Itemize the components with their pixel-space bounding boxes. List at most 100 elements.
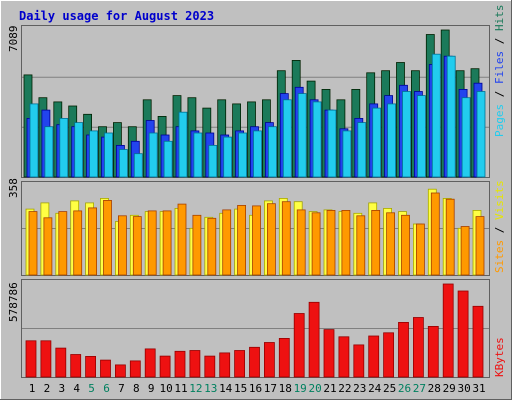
top-bar-pages-17 <box>267 126 277 178</box>
bottom-bar-kbytes-3 <box>55 347 67 378</box>
x-label-27: 27 <box>413 382 426 395</box>
middle-bar-sites-10 <box>162 210 172 276</box>
bottom-bar-kbytes-31 <box>472 305 484 378</box>
legend-sep-1: / <box>493 84 506 104</box>
top-bar-pages-30 <box>461 97 471 178</box>
x-label-17: 17 <box>264 382 277 395</box>
middle-bar-sites-30 <box>460 226 470 276</box>
x-label-11: 11 <box>174 382 187 395</box>
middle-bar-sites-13 <box>207 217 217 276</box>
x-label-12: 12 <box>189 382 202 395</box>
top-bar-pages-18 <box>282 99 292 178</box>
middle-bar-sites-14 <box>222 209 232 276</box>
bottom-bar-kbytes-26 <box>398 321 409 378</box>
bottom-bar-kbytes-6 <box>100 359 111 378</box>
middle-bar-sites-11 <box>177 203 187 276</box>
x-label-1: 1 <box>29 382 36 395</box>
bottom-bar-kbytes-2 <box>40 340 52 378</box>
chart-title: Daily usage for August 2023 <box>19 9 214 23</box>
bottom-bar-kbytes-17 <box>263 342 275 378</box>
middle-bar-sites-16 <box>252 205 261 276</box>
x-label-21: 21 <box>323 382 336 395</box>
middle-bar-sites-7 <box>118 215 127 276</box>
x-label-20: 20 <box>308 382 321 395</box>
x-axis-labels: 1 2 3 4 5 6 7 8 9 10 11 12 13 14 15 16 17 18 19 20 21 22 23 24 2… <box>29 382 486 395</box>
top-bar-pages-28 <box>431 53 441 178</box>
bottom-bar-kbytes-24 <box>368 335 380 378</box>
bottom-bar-kbytes-19 <box>293 313 305 378</box>
middle-bar-sites-5 <box>88 207 97 276</box>
top-bar-pages-24 <box>372 107 382 178</box>
x-label-26: 26 <box>398 382 411 395</box>
legend-pages: Pages <box>493 104 506 137</box>
middle-bar-sites-1 <box>28 211 38 276</box>
x-label-15: 15 <box>234 382 247 395</box>
legend-visits: Visits <box>493 180 506 220</box>
x-label-19: 19 <box>294 382 307 395</box>
top-panel-bars <box>23 29 486 178</box>
top-bar-pages-29 <box>446 55 456 178</box>
bottom-bar-kbytes-4 <box>70 354 82 378</box>
x-label-7: 7 <box>118 382 125 395</box>
middle-bar-sites-15 <box>237 204 247 276</box>
top-bar-pages-4 <box>74 122 84 178</box>
x-label-6: 6 <box>103 382 110 395</box>
legend-sites: Sites <box>493 240 506 273</box>
bottom-bar-kbytes-7 <box>115 364 126 378</box>
top-bar-pages-6 <box>104 132 113 178</box>
bottom-bar-kbytes-21 <box>323 329 335 378</box>
x-label-18: 18 <box>279 382 292 395</box>
bottom-panel-bars <box>25 283 484 378</box>
top-bar-pages-14 <box>223 136 233 178</box>
bottom-bar-kbytes-14 <box>219 352 231 378</box>
middle-bar-sites-22 <box>341 209 351 276</box>
bottom-bar-kbytes-5 <box>85 355 96 378</box>
bottom-bar-kbytes-29 <box>442 283 454 378</box>
bottom-bar-kbytes-25 <box>383 332 395 378</box>
bottom-bar-kbytes-20 <box>308 301 320 378</box>
bottom-ymax-label: 578786 <box>7 282 20 322</box>
panel-bottom-frame <box>21 279 490 378</box>
x-label-9: 9 <box>148 382 155 395</box>
middle-bar-sites-17 <box>266 203 276 276</box>
x-label-4: 4 <box>73 382 80 395</box>
bottom-bar-kbytes-27 <box>412 317 424 378</box>
bottom-bar-kbytes-9 <box>144 348 156 378</box>
top-bar-pages-3 <box>59 118 69 178</box>
top-bar-pages-19 <box>297 93 307 178</box>
legend-bottom: KBytes <box>493 337 506 377</box>
middle-bar-sites-24 <box>371 209 381 276</box>
top-bar-pages-20 <box>312 101 322 178</box>
x-label-22: 22 <box>338 382 351 395</box>
x-label-28: 28 <box>428 382 441 395</box>
bottom-bar-kbytes-15 <box>234 350 246 378</box>
middle-bar-sites-29 <box>445 198 455 276</box>
bottom-bar-kbytes-28 <box>427 325 439 378</box>
x-label-31: 31 <box>472 382 485 395</box>
bottom-bar-kbytes-16 <box>249 346 260 378</box>
bottom-bar-kbytes-10 <box>159 355 171 378</box>
bottom-bar-kbytes-23 <box>353 344 365 378</box>
bottom-bar-kbytes-11 <box>174 350 186 378</box>
top-ymax-label: 7089 <box>7 26 20 53</box>
x-label-2: 2 <box>44 382 51 395</box>
top-bar-pages-12 <box>193 132 203 178</box>
middle-bar-sites-8 <box>132 216 142 276</box>
bottom-bar-kbytes-13 <box>204 355 216 378</box>
top-bar-pages-2 <box>44 126 54 178</box>
bottom-bar-kbytes-8 <box>129 360 141 378</box>
legend-middle: Sites / Visits <box>493 180 506 273</box>
top-bar-pages-25 <box>387 103 397 178</box>
top-bar-pages-31 <box>476 91 486 178</box>
middle-bar-sites-25 <box>386 212 396 276</box>
top-bar-pages-8 <box>133 153 143 178</box>
legend-files: Files <box>493 51 506 84</box>
middle-bar-sites-4 <box>73 210 83 276</box>
legend-hits: Hits <box>493 5 506 32</box>
x-label-25: 25 <box>383 382 396 395</box>
bottom-bar-kbytes-1 <box>25 340 37 378</box>
middle-bar-sites-27 <box>415 223 425 276</box>
middle-bar-sites-20 <box>311 212 321 276</box>
top-bar-pages-15 <box>238 132 248 178</box>
